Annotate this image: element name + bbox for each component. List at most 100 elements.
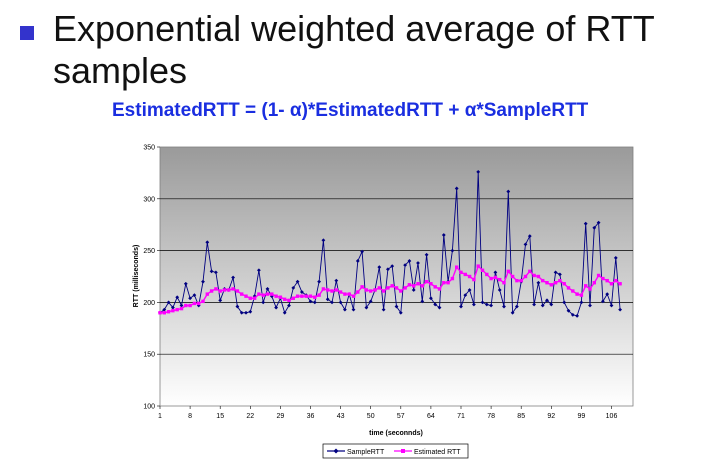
point-samplertt <box>433 302 438 307</box>
point-estimated-rtt <box>179 306 184 311</box>
point-samplertt <box>441 233 446 237</box>
point-samplertt <box>171 305 175 310</box>
point-samplertt <box>325 297 330 302</box>
point-estimated-rtt <box>571 289 575 293</box>
point-samplertt <box>549 302 554 307</box>
x-tick-label: 78 <box>487 413 495 420</box>
point-estimated-rtt <box>498 277 502 282</box>
point-estimated-rtt <box>510 274 515 279</box>
point-estimated-rtt <box>485 272 489 277</box>
point-samplertt <box>489 303 493 308</box>
x-tick-label: 50 <box>367 413 375 420</box>
point-estimated-rtt <box>175 307 179 312</box>
point-samplertt <box>609 303 614 308</box>
point-estimated-rtt <box>261 293 265 297</box>
point-samplertt <box>231 275 235 280</box>
point-estimated-rtt <box>184 303 188 308</box>
point-estimated-rtt <box>308 294 313 298</box>
point-samplertt <box>592 225 597 230</box>
point-estimated-rtt <box>489 276 493 281</box>
point-estimated-rtt <box>351 294 356 298</box>
x-axis-label: time (seconnds) <box>369 430 423 437</box>
point-estimated-rtt <box>532 273 536 278</box>
slide-title-line-2: samples <box>53 50 188 91</box>
point-estimated-rtt <box>209 289 214 293</box>
point-samplertt <box>248 309 253 314</box>
point-samplertt <box>493 270 498 275</box>
point-samplertt <box>312 300 317 305</box>
point-samplertt <box>502 304 506 309</box>
x-tick-label: 71 <box>457 413 465 420</box>
point-estimated-rtt <box>523 274 528 279</box>
slide-title-line-1: Exponential weighted average of RTT <box>53 8 655 49</box>
point-estimated-rtt <box>265 292 270 296</box>
point-samplertt <box>429 296 433 301</box>
point-samplertt <box>183 281 188 286</box>
point-samplertt <box>566 308 571 313</box>
formula-text: EstimatedRTT = (1- α)*EstimatedRTT + α*S… <box>112 100 589 121</box>
point-estimated-rtt <box>347 292 351 296</box>
point-estimated-rtt <box>519 278 523 283</box>
point-estimated-rtt <box>166 310 171 314</box>
x-tick-label: 36 <box>307 413 315 420</box>
point-estimated-rtt <box>412 284 416 288</box>
point-samplertt <box>162 307 167 312</box>
point-estimated-rtt <box>171 308 175 313</box>
point-estimated-rtt <box>455 265 459 269</box>
series-layer <box>158 169 622 318</box>
point-estimated-rtt <box>553 281 558 285</box>
point-estimated-rtt <box>222 288 227 292</box>
point-samplertt <box>527 234 532 238</box>
point-estimated-rtt <box>283 297 287 301</box>
y-tick-label: 200 <box>143 300 155 307</box>
point-estimated-rtt <box>369 289 373 293</box>
y-tick-label: 100 <box>143 404 155 411</box>
point-samplertt <box>205 240 210 245</box>
point-samplertt <box>467 288 472 292</box>
point-estimated-rtt <box>287 298 291 303</box>
point-samplertt <box>553 270 558 275</box>
legend-sample-rtt: SampleRTT <box>347 449 385 456</box>
point-estimated-rtt <box>562 282 566 286</box>
point-samplertt <box>166 300 171 305</box>
point-estimated-rtt <box>467 274 472 279</box>
point-estimated-rtt <box>313 295 317 299</box>
point-samplertt <box>558 272 562 277</box>
x-tick-label: 1 <box>158 413 162 420</box>
point-estimated-rtt <box>227 288 231 292</box>
point-samplertt <box>265 287 270 291</box>
point-samplertt <box>364 305 369 310</box>
point-samplertt <box>605 292 610 297</box>
point-samplertt <box>510 310 515 315</box>
point-samplertt <box>377 265 382 270</box>
point-samplertt <box>618 307 622 312</box>
point-samplertt <box>218 298 223 303</box>
point-estimated-rtt <box>536 274 541 279</box>
point-estimated-rtt <box>446 281 450 285</box>
point-samplertt <box>536 280 541 285</box>
point-estimated-rtt <box>437 287 442 291</box>
point-estimated-rtt <box>566 286 571 290</box>
point-estimated-rtt <box>459 270 463 275</box>
point-samplertt <box>420 299 425 304</box>
point-samplertt <box>196 303 201 308</box>
x-tick-label: 106 <box>606 413 618 420</box>
point-estimated-rtt <box>618 282 622 286</box>
point-samplertt <box>295 279 300 284</box>
point-estimated-rtt <box>403 286 407 290</box>
point-samplertt <box>390 264 395 269</box>
point-samplertt <box>596 220 601 225</box>
y-tick-label: 300 <box>143 196 155 203</box>
point-estimated-rtt <box>390 284 394 288</box>
point-estimated-rtt <box>506 269 510 274</box>
point-estimated-rtt <box>502 281 506 285</box>
point-estimated-rtt <box>334 288 338 292</box>
point-samplertt <box>261 300 266 305</box>
point-samplertt <box>480 300 485 305</box>
point-estimated-rtt <box>399 289 403 293</box>
point-estimated-rtt <box>231 287 235 291</box>
point-samplertt <box>411 288 416 292</box>
point-estimated-rtt <box>541 278 545 283</box>
gridlines <box>160 198 633 355</box>
point-estimated-rtt <box>205 292 209 296</box>
